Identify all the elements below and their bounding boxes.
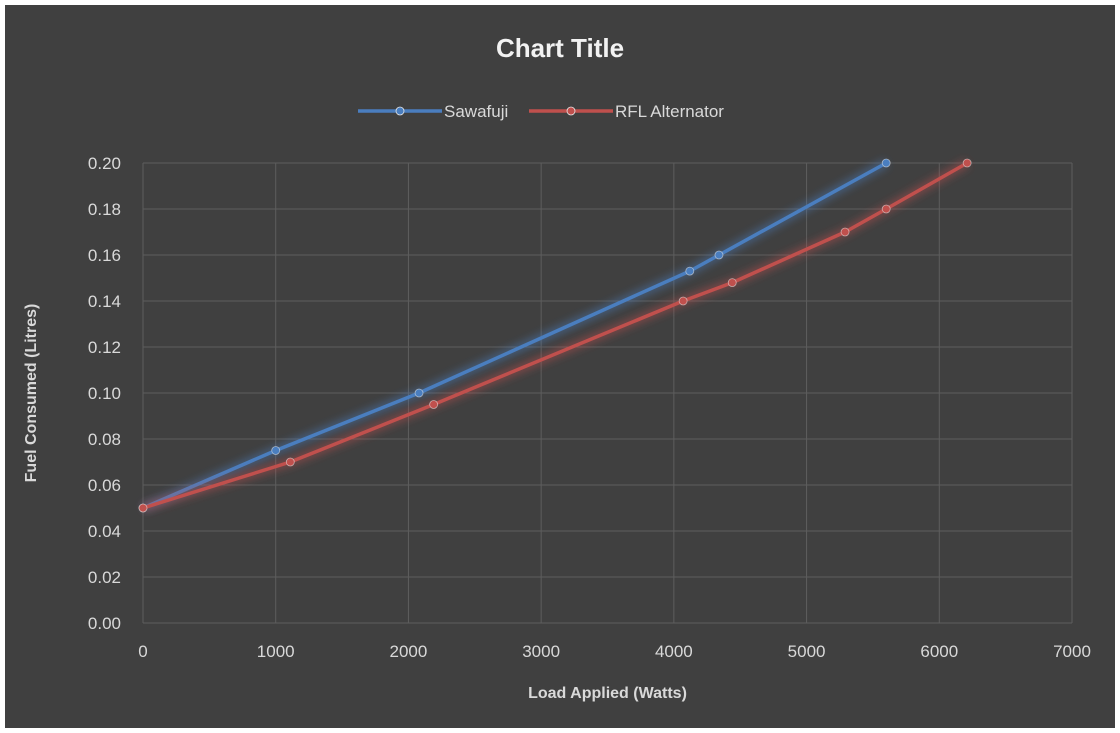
x-tick-label: 2000 bbox=[390, 642, 428, 661]
data-point bbox=[727, 278, 737, 288]
series-glow bbox=[141, 159, 889, 513]
x-tick-label: 6000 bbox=[920, 642, 958, 661]
data-point bbox=[271, 446, 281, 455]
x-axis-title: Load Applied (Watts) bbox=[528, 685, 687, 702]
y-tick-label: 0.04 bbox=[88, 522, 121, 541]
y-axis-title: Fuel Consumed (Litres) bbox=[23, 304, 40, 483]
series-line-sawafuji bbox=[142, 161, 888, 510]
chart-title: Chart Title bbox=[495, 33, 625, 63]
data-point bbox=[678, 296, 688, 306]
legend-label: RFL Alternator bbox=[615, 102, 724, 121]
data-point bbox=[285, 457, 295, 467]
x-tick-label: 1000 bbox=[257, 642, 295, 661]
y-tick-label: 0.12 bbox=[88, 338, 121, 357]
y-tick-label: 0.06 bbox=[88, 476, 121, 495]
x-tick-label: 7000 bbox=[1053, 642, 1091, 661]
data-point bbox=[881, 158, 891, 168]
data-point bbox=[685, 266, 695, 276]
series-line-rfl-alternator bbox=[142, 161, 969, 510]
y-tick-label: 0.10 bbox=[88, 384, 121, 403]
legend-item: RFL Alternator bbox=[529, 102, 724, 121]
y-tick-label: 0.02 bbox=[88, 568, 121, 587]
x-tick-label: 4000 bbox=[655, 642, 693, 661]
y-tick-label: 0.14 bbox=[88, 292, 121, 311]
y-tick-label: 0.18 bbox=[88, 200, 121, 219]
legend-swatch-marker bbox=[395, 106, 405, 116]
data-point bbox=[962, 158, 972, 168]
y-tick-label: 0.16 bbox=[88, 246, 121, 265]
data-point bbox=[714, 250, 724, 260]
y-tick-label: 0.00 bbox=[88, 614, 121, 633]
legend-item: Sawafuji bbox=[358, 102, 508, 121]
x-tick-label: 3000 bbox=[522, 642, 560, 661]
x-tick-label: 5000 bbox=[788, 642, 826, 661]
legend-swatch-marker bbox=[566, 106, 576, 116]
data-point bbox=[138, 503, 148, 513]
x-tick-label: 0 bbox=[138, 642, 147, 661]
data-point bbox=[840, 227, 850, 237]
y-tick-label: 0.20 bbox=[88, 154, 121, 173]
chart-area: Chart Title bbox=[5, 5, 1115, 728]
data-point bbox=[414, 388, 424, 398]
legend-label: Sawafuji bbox=[444, 102, 508, 121]
y-tick-label: 0.08 bbox=[88, 430, 121, 449]
data-point bbox=[429, 400, 439, 409]
data-point bbox=[881, 204, 891, 214]
